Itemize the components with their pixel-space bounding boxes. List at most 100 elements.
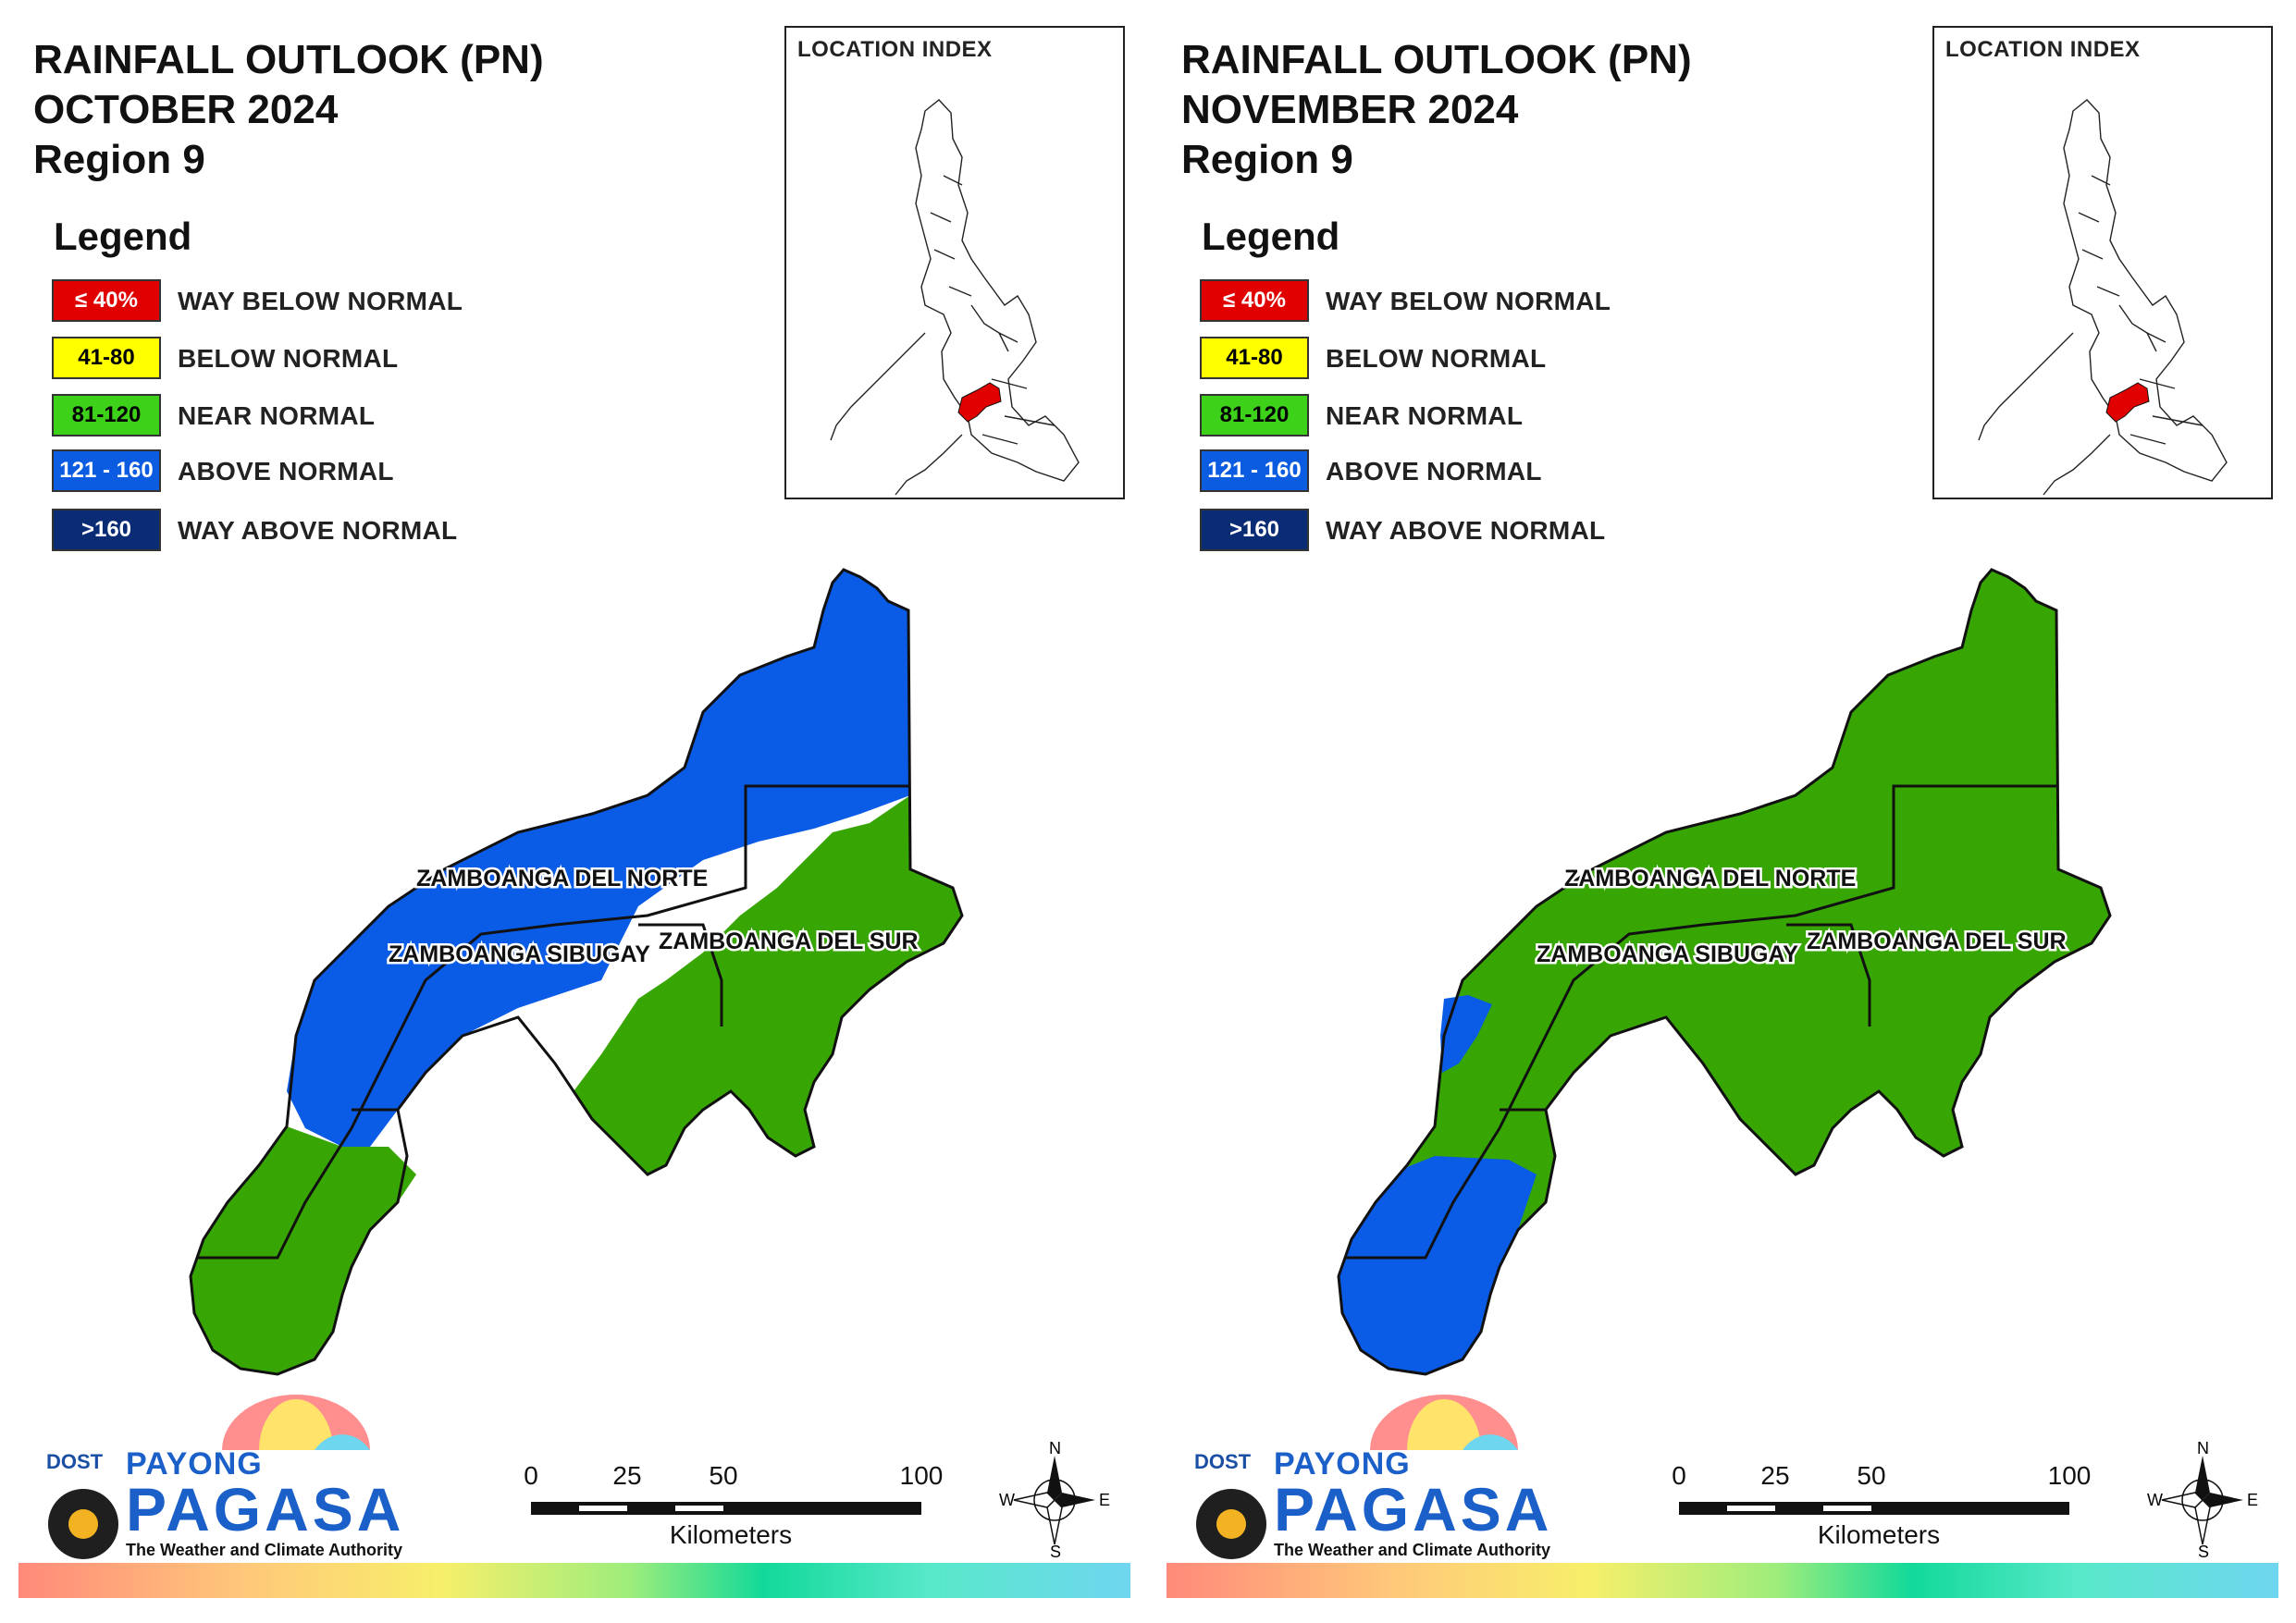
legend-title: Legend	[54, 215, 192, 258]
legend-swatch: ≤ 40%	[1200, 279, 1309, 322]
legend-label: WAY BELOW NORMAL	[178, 287, 463, 315]
province-boundary	[638, 923, 723, 1027]
compass-w: W	[2147, 1491, 2163, 1509]
region-9-map: ZAMBOANGA DEL NORTE ZAMBOANGA SIBUGAY ZA…	[189, 568, 964, 1376]
location-index: LOCATION INDEX	[784, 26, 1125, 499]
legend-label: NEAR NORMAL	[1326, 401, 1524, 430]
logo-dost: DOST	[46, 1450, 104, 1473]
payong-pagasa-logo: DOST PAYONG PAGASA The Weather and Clima…	[1185, 1395, 1550, 1561]
scale-tick-0: 0	[524, 1461, 538, 1490]
scale-tick-0: 0	[1672, 1461, 1686, 1490]
legend-swatch: 41-80	[52, 337, 161, 379]
payong-pagasa-logo: DOST PAYONG PAGASA The Weather and Clima…	[37, 1395, 402, 1561]
legend-label: BELOW NORMAL	[1326, 344, 1547, 373]
compass-w: W	[999, 1491, 1015, 1509]
above-normal-area	[287, 570, 910, 1147]
compass-n: N	[1049, 1439, 1061, 1457]
scale-tick-50: 50	[709, 1461, 738, 1490]
scale-tick-100: 100	[899, 1461, 944, 1490]
logo-payong: PAYONG	[126, 1446, 263, 1482]
scale-tick-50: 50	[1857, 1461, 1886, 1490]
above-normal-area-south	[1339, 1156, 1537, 1374]
title-line-3: Region 9	[33, 137, 205, 182]
compass-s: S	[2198, 1543, 2210, 1561]
scale-tick-25: 25	[1760, 1461, 1790, 1490]
scale-bar-graphic	[531, 1502, 921, 1515]
scale-bar: 0 25 50 100 Kilometers	[1666, 1461, 2092, 1572]
compass-e: E	[2247, 1491, 2259, 1509]
outlook-panel-november: RAINFALL OUTLOOK (PN) NOVEMBER 2024 Regi…	[1148, 0, 2296, 1623]
scale-tick-25: 25	[612, 1461, 642, 1490]
province-label-norte: ZAMBOANGA DEL NORTE	[416, 866, 708, 891]
legend-item-near: 81-120 NEAR NORMAL	[52, 394, 607, 438]
location-index: LOCATION INDEX	[1932, 26, 2273, 499]
province-boundary	[1346, 784, 2058, 1260]
near-normal-area-south	[191, 1126, 416, 1374]
outlook-panel-october: RAINFALL OUTLOOK (PN) OCTOBER 2024 Regio…	[19, 26, 1130, 1598]
region-9-map: ZAMBOANGA DEL NORTE ZAMBOANGA SIBUGAY ZA…	[1337, 568, 2112, 1376]
location-index-title: LOCATION INDEX	[1945, 37, 2141, 62]
logo-payong: PAYONG	[1274, 1446, 1411, 1482]
map-title: RAINFALL OUTLOOK (PN) NOVEMBER 2024 Regi…	[1181, 35, 1692, 185]
legend-item-way-above: >160 WAY ABOVE NORMAL	[1200, 509, 1755, 553]
scale-tick-100: 100	[2047, 1461, 2092, 1490]
legend-item-way-below: ≤ 40% WAY BELOW NORMAL	[52, 279, 607, 324]
compass-rose-icon: N S W E	[999, 1439, 1111, 1561]
legend-label: ABOVE NORMAL	[178, 457, 394, 486]
legend-swatch: 121 - 160	[52, 449, 161, 492]
logo-dost: DOST	[1194, 1450, 1252, 1473]
province-boundary	[1786, 923, 1871, 1027]
legend-swatch: 121 - 160	[1200, 449, 1309, 492]
scale-unit: Kilometers	[669, 1520, 793, 1549]
map-title: RAINFALL OUTLOOK (PN) OCTOBER 2024 Regio…	[33, 35, 544, 185]
location-index-title: LOCATION INDEX	[797, 37, 993, 62]
logo-pagasa: PAGASA	[1274, 1475, 1553, 1543]
legend-item-way-below: ≤ 40% WAY BELOW NORMAL	[1200, 279, 1755, 324]
scale-unit: Kilometers	[1817, 1520, 1941, 1549]
province-boundary	[198, 784, 910, 1260]
title-line-3: Region 9	[1181, 137, 1353, 182]
province-label-sibugay: ZAMBOANGA SIBUGAY	[1537, 941, 1798, 967]
legend-label: WAY ABOVE NORMAL	[1326, 516, 1606, 545]
logo-tagline: The Weather and Climate Authority	[1274, 1541, 1551, 1559]
legend-item-below: 41-80 BELOW NORMAL	[1200, 337, 1755, 381]
province-label-sibugay: ZAMBOANGA SIBUGAY	[389, 941, 650, 967]
above-normal-area-west	[1440, 995, 1492, 1073]
philippines-index-map	[830, 99, 1080, 496]
near-normal-area-east	[574, 795, 962, 1174]
scale-bar-graphic	[1679, 1502, 2069, 1515]
legend-title: Legend	[1202, 215, 1340, 258]
legend-label: NEAR NORMAL	[178, 401, 376, 430]
title-line-1: RAINFALL OUTLOOK (PN)	[1181, 37, 1692, 82]
legend-swatch: >160	[52, 509, 161, 551]
color-gradient-bar	[19, 1563, 1130, 1598]
umbrella-icon	[48, 1395, 370, 1559]
legend-item-above: 121 - 160 ABOVE NORMAL	[1200, 449, 1755, 494]
color-gradient-bar	[1167, 1563, 2278, 1598]
legend-label: WAY ABOVE NORMAL	[178, 516, 458, 545]
title-line-2: NOVEMBER 2024	[1181, 87, 1519, 132]
compass-rose-icon: N S W E	[2147, 1439, 2259, 1561]
legend-label: ABOVE NORMAL	[1326, 457, 1542, 486]
province-label-sur: ZAMBOANGA DEL SUR	[1807, 928, 2067, 954]
province-label-norte: ZAMBOANGA DEL NORTE	[1564, 866, 1856, 891]
legend-swatch: 81-120	[1200, 394, 1309, 436]
logo-pagasa: PAGASA	[126, 1475, 405, 1543]
umbrella-icon	[1196, 1395, 1518, 1559]
compass-n: N	[2197, 1439, 2209, 1457]
compass-s: S	[1050, 1543, 1062, 1561]
legend-item-below: 41-80 BELOW NORMAL	[52, 337, 607, 381]
legend-swatch: ≤ 40%	[52, 279, 161, 322]
legend-item-way-above: >160 WAY ABOVE NORMAL	[52, 509, 607, 553]
scale-bar: 0 25 50 100 Kilometers	[518, 1461, 944, 1572]
province-label-sur: ZAMBOANGA DEL SUR	[659, 928, 919, 954]
legend-swatch: 41-80	[1200, 337, 1309, 379]
legend-label: WAY BELOW NORMAL	[1326, 287, 1611, 315]
compass-e: E	[1099, 1491, 1111, 1509]
legend-item-above: 121 - 160 ABOVE NORMAL	[52, 449, 607, 494]
title-line-1: RAINFALL OUTLOOK (PN)	[33, 37, 544, 82]
philippines-index-map	[1978, 99, 2228, 496]
logo-tagline: The Weather and Climate Authority	[126, 1541, 403, 1559]
legend-swatch: >160	[1200, 509, 1309, 551]
legend-swatch: 81-120	[52, 394, 161, 436]
